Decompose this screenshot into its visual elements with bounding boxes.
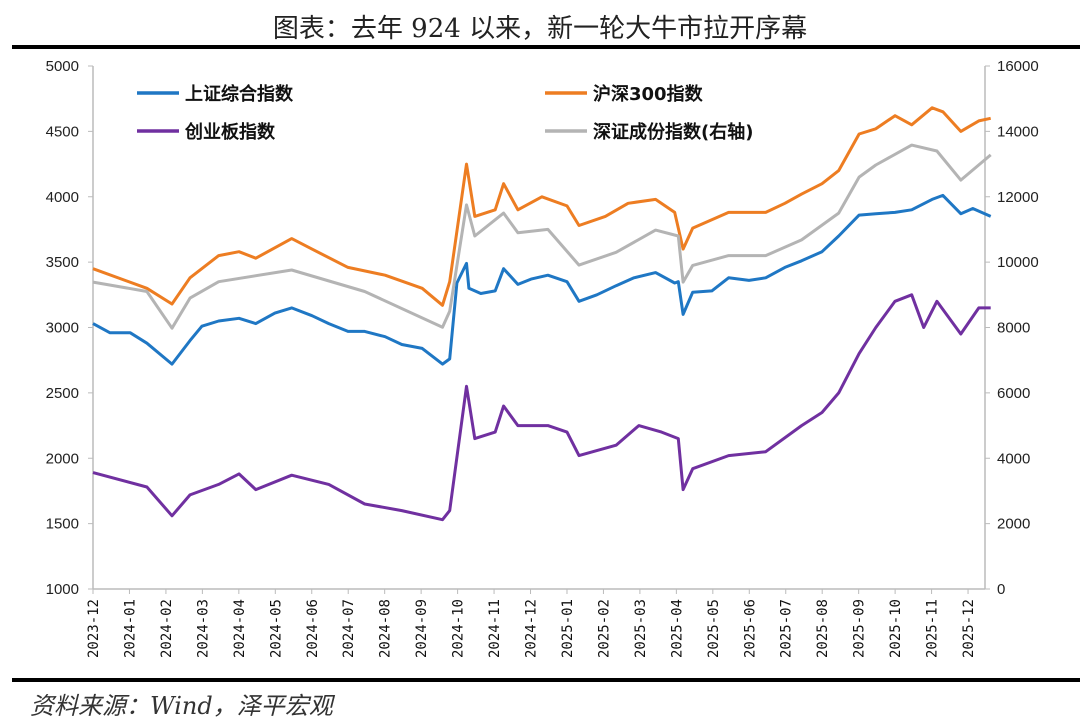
right-tick-label: 16000: [997, 58, 1039, 75]
x-tick-label: 2024-01: [122, 599, 138, 658]
left-tick-label: 1000: [46, 581, 79, 598]
x-tick-label: 2024-12: [524, 599, 540, 658]
x-tick-label: 2024-04: [232, 599, 248, 658]
series-line-1: [92, 193, 992, 366]
left-tick-label: 3500: [46, 254, 79, 271]
chart-title: 图表：去年 924 以来，新一轮大牛市拉开序幕: [272, 14, 808, 44]
top-rule: [12, 45, 1080, 49]
right-tick-label: 0: [997, 581, 1005, 598]
right-tick-label: 8000: [997, 320, 1030, 337]
x-tick-label: 2024-10: [451, 599, 467, 658]
x-tick-label: 2024-03: [195, 599, 211, 658]
x-tick-label: 2025-06: [742, 599, 758, 658]
source-note: 资料来源：Wind，泽平宏观: [30, 692, 333, 720]
right-tick-label: 6000: [997, 385, 1030, 402]
legend-label: 沪深300指数: [593, 83, 704, 105]
legend-label: 上证综合指数: [185, 83, 294, 105]
left-tick-label: 4500: [46, 123, 79, 140]
right-tick-label: 2000: [997, 516, 1030, 533]
left-tick-label: 2000: [46, 450, 79, 467]
right-tick-label: 14000: [997, 123, 1039, 140]
right-tick-label: 4000: [997, 450, 1030, 467]
x-tick-label: 2024-02: [159, 599, 175, 658]
x-tick-label: 2024-08: [378, 599, 394, 658]
x-tick-label: 2024-05: [268, 599, 284, 658]
left-tick-label: 5000: [46, 58, 79, 75]
right-tick-label: 12000: [997, 189, 1039, 206]
series-line-3: [92, 293, 991, 522]
bottom-rule: [12, 678, 1080, 682]
x-tick-label: 2025-04: [669, 599, 685, 658]
x-tick-label: 2025-01: [560, 599, 576, 658]
legend-label: 深证成份指数(右轴): [593, 121, 753, 143]
series-line-2: [92, 106, 992, 307]
x-tick-label: 2025-12: [961, 599, 977, 658]
left-tick-label: 4000: [46, 189, 79, 206]
x-tick-label: 2025-03: [633, 599, 649, 658]
x-tick-label: 2025-08: [815, 599, 831, 658]
x-tick-label: 2025-07: [779, 599, 795, 658]
left-tick-label: 2500: [46, 385, 79, 402]
x-tick-label: 2025-09: [852, 599, 868, 658]
series-line-4: [92, 143, 992, 330]
left-tick-label: 1500: [46, 516, 79, 533]
x-tick-label: 2024-07: [341, 599, 357, 658]
right-tick-label: 10000: [997, 254, 1039, 271]
x-tick-label: 2025-02: [596, 599, 612, 658]
left-tick-label: 3000: [46, 320, 79, 337]
legend-label: 创业板指数: [184, 121, 276, 143]
x-tick-label: 2023-12: [86, 599, 102, 658]
x-tick-label: 2024-06: [305, 599, 321, 658]
x-tick-label: 2025-05: [706, 599, 722, 658]
x-tick-label: 2024-09: [414, 599, 430, 658]
x-tick-label: 2024-11: [487, 599, 503, 658]
x-tick-label: 2025-11: [925, 599, 941, 658]
x-tick-label: 2025-10: [888, 599, 904, 658]
